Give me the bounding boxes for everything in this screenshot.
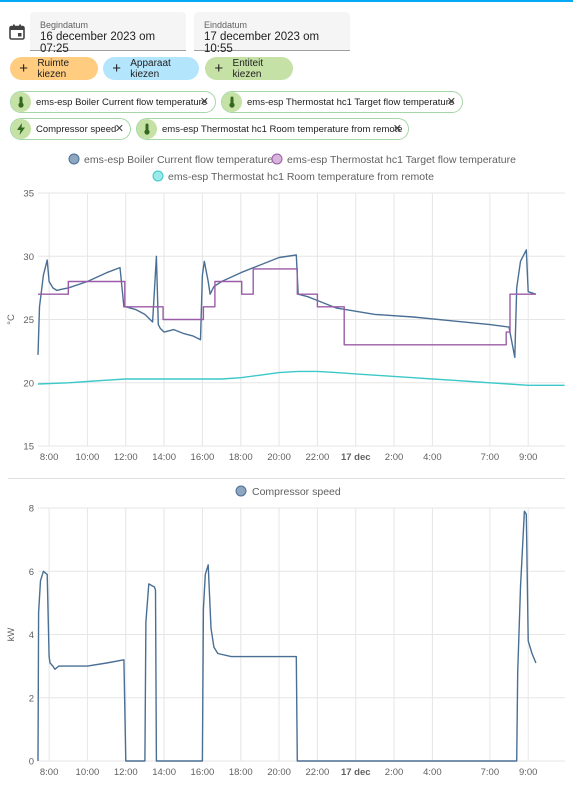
close-icon[interactable]: ✕: [199, 96, 209, 108]
x-tick-label: 22:00: [306, 452, 330, 463]
x-tick-label: 17 dec: [341, 767, 371, 778]
legend-label-target[interactable]: ems-esp Thermostat hc1 Target flow tempe…: [287, 154, 516, 166]
series-line-room[interactable]: [37, 370, 565, 387]
series-line-target[interactable]: [38, 268, 536, 346]
start-date-value: 16 december 2023 om 07:25: [40, 31, 156, 55]
legend-label-compressor[interactable]: Compressor speed: [252, 486, 341, 498]
plus-icon: +: [214, 60, 224, 77]
y-axis-label: kW: [6, 628, 17, 642]
end-date-label: Einddatum: [204, 20, 248, 30]
x-tick-label: 2:00: [385, 452, 404, 463]
legend-swatch-room[interactable]: [152, 170, 164, 182]
y-tick-label: 15: [23, 442, 34, 453]
y-tick-label: 25: [23, 315, 34, 326]
plus-icon: +: [112, 60, 121, 77]
entity-picker-label: Entiteit kiezen: [232, 57, 264, 80]
x-tick-label: 4:00: [423, 452, 442, 463]
x-tick-label: 18:00: [229, 452, 253, 463]
device-picker-button[interactable]: + Apparaat kiezen: [103, 57, 199, 80]
end-date-field[interactable]: Einddatum 17 december 2023 om 10:55: [194, 12, 350, 55]
legend-swatch-target[interactable]: [271, 153, 283, 165]
legend-swatch-flow[interactable]: [68, 153, 80, 165]
x-tick-label: 20:00: [267, 452, 291, 463]
x-tick-label: 9:00: [519, 767, 538, 778]
compressor-legend: Compressor speed: [235, 485, 341, 498]
y-tick-label: 8: [29, 504, 34, 515]
x-tick-label: 4:00: [423, 767, 442, 778]
y-tick-label: 20: [23, 378, 34, 389]
x-tick-label: 7:00: [481, 767, 500, 778]
y-tick-label: 30: [23, 252, 34, 263]
close-icon[interactable]: ✕: [446, 96, 456, 108]
x-tick-label: 8:00: [40, 452, 59, 463]
x-tick-label: 8:00: [40, 767, 59, 778]
plus-icon: +: [19, 60, 29, 77]
x-tick-label: 22:00: [306, 767, 330, 778]
entity-chip-label: ems-esp Thermostat hc1 Target flow tempe…: [247, 96, 455, 108]
x-tick-label: 17 dec: [341, 452, 371, 463]
x-tick-label: 18:00: [229, 767, 253, 778]
device-picker-label: Apparaat kiezen: [130, 57, 171, 80]
y-tick-label: 35: [23, 189, 34, 200]
entity-picker-button[interactable]: + Entiteit kiezen: [205, 57, 293, 80]
close-icon[interactable]: ✕: [392, 123, 402, 135]
end-date-value: 17 december 2023 om 10:55: [204, 31, 320, 55]
x-tick-label: 14:00: [152, 452, 176, 463]
legend-label-flow[interactable]: ems-esp Boiler Current flow temperature: [84, 154, 273, 166]
temperature-chart: 35 30 25 20 15 8:00 10:00 12:00 14:00 16:00 18:00 2…: [6, 189, 565, 463]
close-icon[interactable]: ✕: [114, 123, 124, 135]
chart-divider: [8, 478, 565, 479]
y-tick-label: 4: [29, 630, 34, 641]
entity-chip-label: Compressor speed: [36, 123, 117, 135]
y-tick-label: 2: [29, 693, 34, 704]
lightning-icon: [11, 119, 31, 139]
x-tick-label: 10:00: [76, 452, 100, 463]
thermometer-icon: [11, 92, 31, 112]
thermometer-icon: [137, 119, 157, 139]
entity-chip-flow-temperature: ems-esp Boiler Current flow temperature …: [10, 91, 216, 113]
compressor-chart: 8 6 4 2 0 8:00 10:00 12:00 14:00 16:00 18:00 20:00 2…: [6, 504, 565, 778]
temperature-legend: ems-esp Boiler Current flow temperature …: [68, 153, 516, 183]
top-accent-line: [0, 0, 573, 2]
entity-chip-label: ems-esp Boiler Current flow temperature: [36, 96, 208, 108]
x-tick-label: 7:00: [481, 452, 500, 463]
entity-chip-target-flow: ems-esp Thermostat hc1 Target flow tempe…: [221, 91, 463, 113]
calendar-icon[interactable]: [9, 24, 25, 40]
entity-chip-label: ems-esp Thermostat hc1 Room temperature …: [162, 123, 403, 135]
y-tick-label: 0: [29, 757, 34, 768]
area-picker-label: Ruimte kiezen: [37, 57, 70, 80]
x-tick-label: 10:00: [76, 767, 100, 778]
y-tick-label: 6: [29, 567, 34, 578]
x-tick-label: 20:00: [267, 767, 291, 778]
entity-chip-room-temperature: ems-esp Thermostat hc1 Room temperature …: [136, 118, 409, 140]
x-tick-label: 16:00: [191, 452, 215, 463]
x-tick-label: 9:00: [519, 452, 538, 463]
entity-chip-compressor-speed: Compressor speed ✕: [10, 118, 131, 140]
area-picker-button[interactable]: + Ruimte kiezen: [10, 57, 98, 80]
legend-label-room[interactable]: ems-esp Thermostat hc1 Room temperature …: [168, 171, 434, 183]
y-axis-label: °C: [6, 314, 17, 325]
x-tick-label: 12:00: [114, 452, 138, 463]
series-line-compressor[interactable]: [37, 510, 537, 762]
thermometer-icon: [222, 92, 242, 112]
series-line-flow[interactable]: [37, 249, 537, 359]
start-date-label: Begindatum: [40, 20, 89, 30]
legend-swatch-compressor[interactable]: [235, 485, 247, 497]
x-tick-label: 14:00: [152, 767, 176, 778]
x-tick-label: 12:00: [114, 767, 138, 778]
x-tick-label: 2:00: [385, 767, 404, 778]
x-tick-label: 16:00: [191, 767, 215, 778]
start-date-field[interactable]: Begindatum 16 december 2023 om 07:25: [30, 12, 186, 55]
